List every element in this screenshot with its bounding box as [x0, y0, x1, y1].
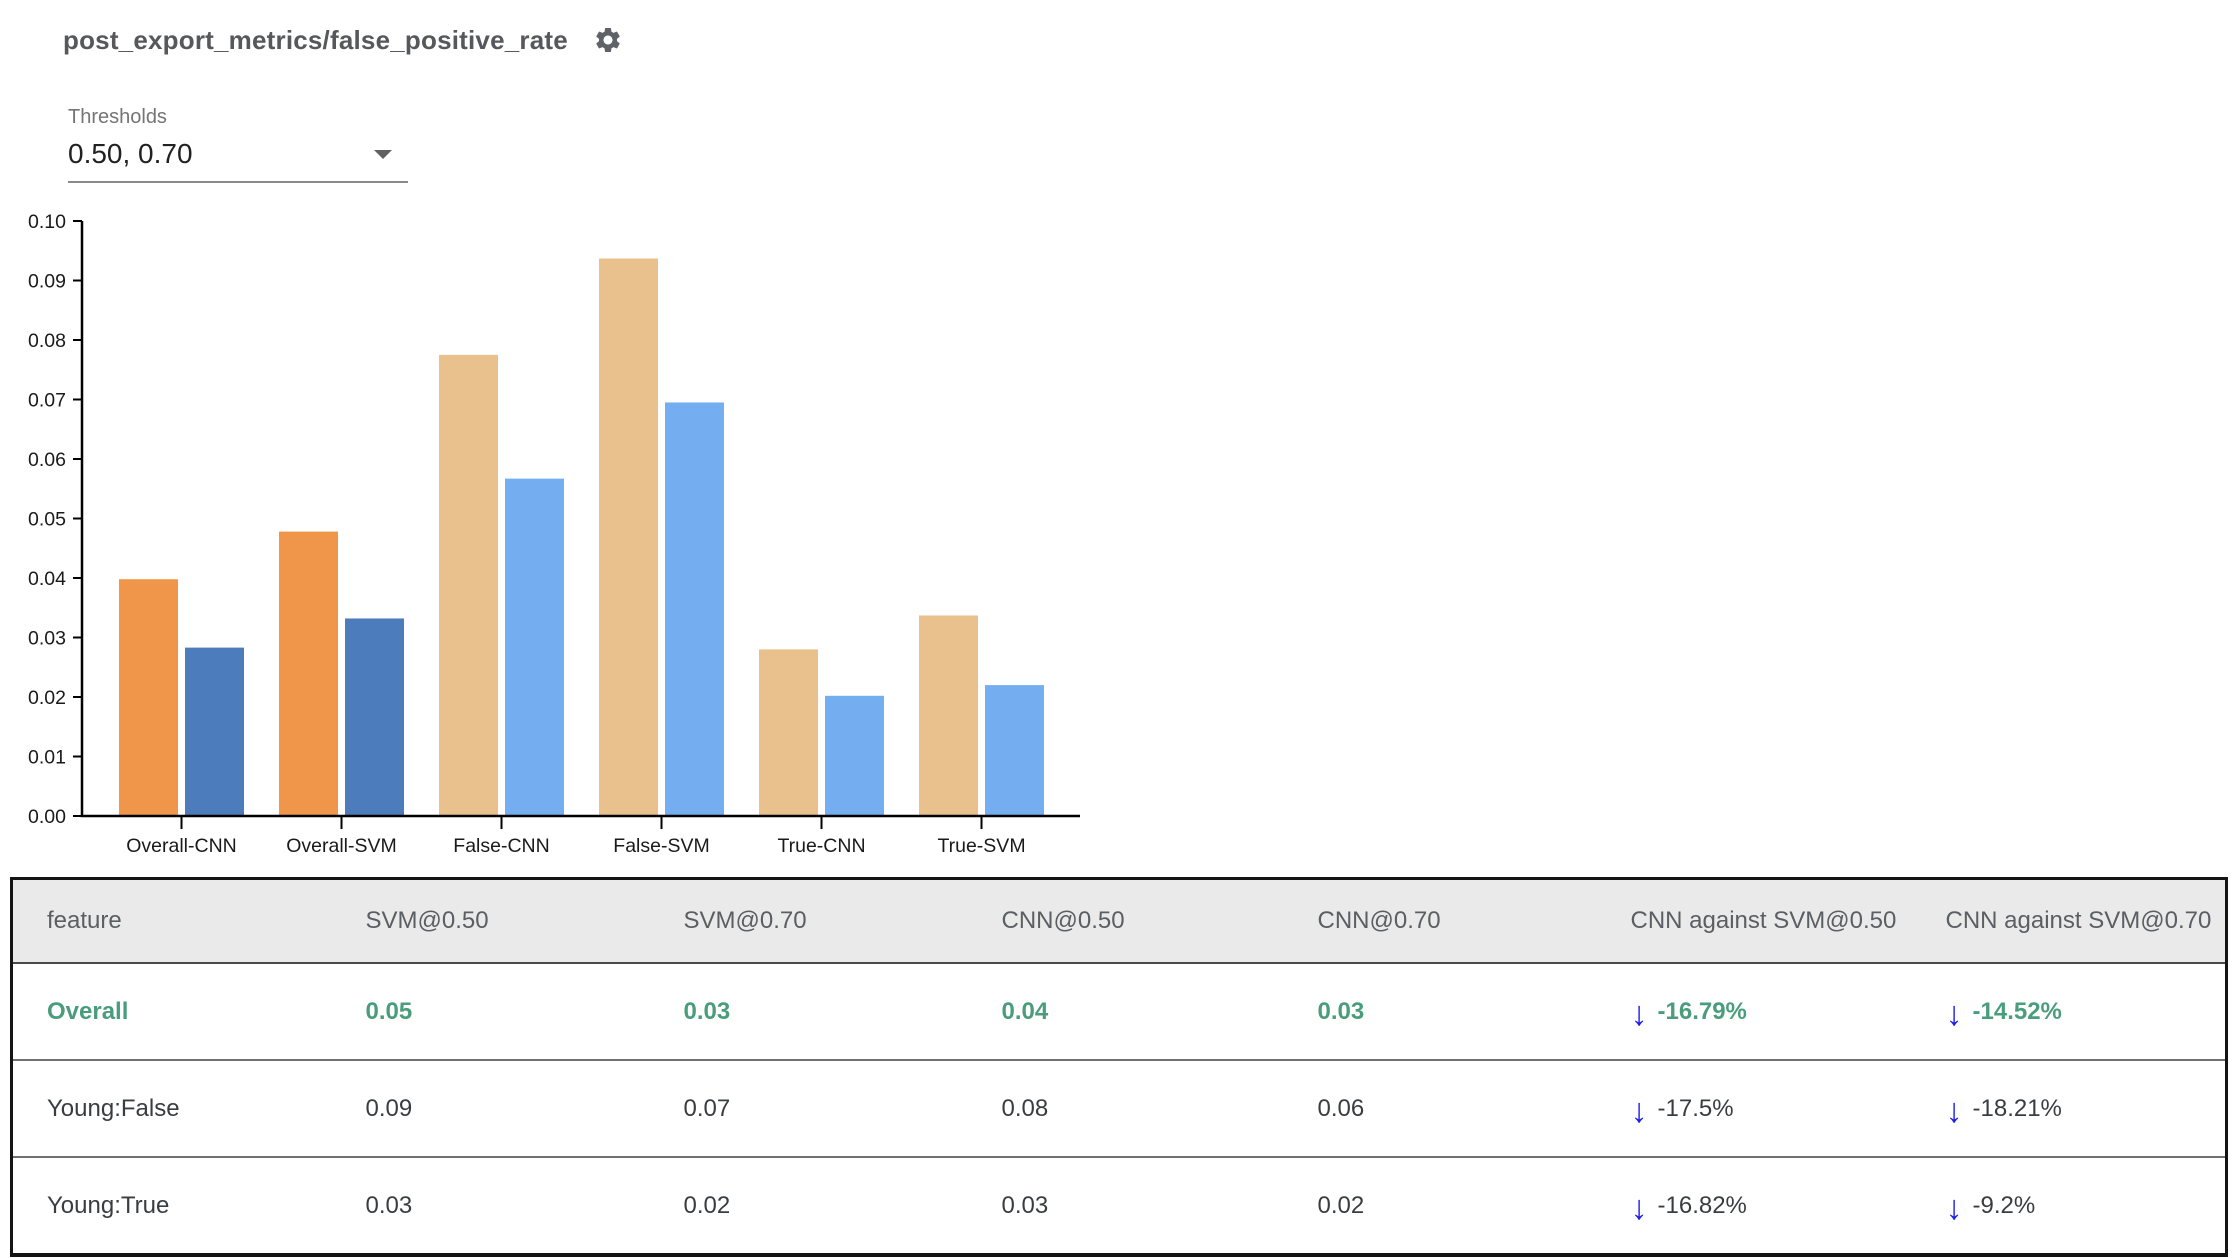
- metric-cell: 0.03: [1001, 1191, 1049, 1219]
- delta-value: -18.21%: [1972, 1094, 2062, 1122]
- metrics-table: feature SVM@0.50 SVM@0.70 CNN@0.50 CNN@0.70 C…: [10, 877, 2228, 1257]
- bar-True-SVM@0.50: [919, 615, 978, 816]
- x-axis-label: Overall-CNN: [126, 835, 237, 857]
- metric-cell: 0.06: [1317, 1060, 1631, 1158]
- feature-cell: Overall: [11, 963, 366, 1061]
- arrow-down-icon: ↓: [1945, 1188, 1963, 1227]
- bar-Overall-CNN@0.50: [119, 579, 178, 816]
- bar-False-CNN@0.70: [505, 478, 564, 816]
- column-header: SVM@0.70: [683, 878, 1002, 964]
- metric-cell: 0.05: [365, 963, 684, 1061]
- y-axis-label: 0.02: [28, 687, 66, 709]
- column-header: CNN against SVM@0.70: [1945, 878, 2227, 964]
- delta-value: -17.5%: [1657, 1094, 1734, 1122]
- arrow-down-icon: ↓: [1945, 994, 1963, 1033]
- x-axis-label: True-SVM: [937, 835, 1025, 857]
- y-axis-label: 0.04: [28, 568, 66, 590]
- metric-cell: 0.02: [683, 1191, 731, 1219]
- comparison-cell: ↓ -9.2%: [1946, 1157, 2227, 1255]
- arrow-down-icon: ↓: [1630, 1091, 1648, 1130]
- bar-chart: Overall-CNN Overall-SVM False-CNN False-SVM…: [28, 211, 1080, 857]
- chevron-down-icon: [374, 149, 392, 159]
- metric-cell: 0.03: [1317, 963, 1631, 1061]
- bar-False-SVM@0.70: [665, 402, 724, 816]
- comparison-cell: ↓ -14.52%: [1945, 963, 2227, 1061]
- column-header: CNN@0.70: [1317, 878, 1631, 964]
- comparison-cell: ↓ -16.82%: [1631, 1157, 1946, 1255]
- delta-value: -9.2%: [1972, 1191, 2036, 1219]
- thresholds-select[interactable]: 0.50, 0.70: [68, 138, 408, 183]
- thresholds-value: 0.50, 0.70: [68, 138, 193, 169]
- thresholds-dropdown: Thresholds 0.50, 0.70: [68, 106, 408, 183]
- bar-False-SVM@0.50: [599, 258, 658, 816]
- thresholds-label: Thresholds: [68, 106, 167, 128]
- bar-True-CNN@0.50: [759, 649, 818, 816]
- table-header-row: feature SVM@0.50 SVM@0.70 CNN@0.50 CNN@0.70 C…: [11, 878, 2227, 964]
- y-axis-label: 0.03: [28, 628, 66, 650]
- feature-cell: Young:False: [11, 1060, 366, 1158]
- table-row: Young:False 0.09 0.07 0.08 0.06 ↓ -17.5% ↓ -18.2…: [11, 1060, 2227, 1158]
- column-header: feature: [11, 878, 366, 964]
- bar-True-SVM@0.70: [985, 685, 1044, 816]
- comparison-cell: ↓ -17.5%: [1630, 1060, 1946, 1158]
- bar-Overall-SVM@0.50: [279, 531, 338, 816]
- y-axis-label: 0.08: [28, 330, 66, 352]
- x-axis-label: False-CNN: [453, 835, 549, 857]
- metric-cell: 0.07: [683, 1060, 1002, 1158]
- feature-cell: Young:True: [47, 1191, 170, 1219]
- bar-True-CNN@0.70: [825, 695, 884, 816]
- arrow-down-icon: ↓: [1630, 1188, 1648, 1227]
- bar-Overall-CNN@0.70: [185, 647, 244, 816]
- metric-cell: 0.03: [683, 963, 1002, 1061]
- page-title: post_export_metrics/false_positive_rate: [63, 24, 568, 55]
- delta-value: -14.52%: [1972, 997, 2062, 1025]
- column-header: SVM@0.50: [365, 878, 684, 964]
- y-axis-label: 0.05: [28, 509, 66, 531]
- metric-cell: 0.03: [365, 1191, 413, 1219]
- bar-False-CNN@0.50: [439, 354, 498, 816]
- x-axis-label: Overall-SVM: [286, 835, 397, 857]
- y-axis-label: 0.09: [28, 271, 66, 293]
- comparison-cell: ↓ -18.21%: [1945, 1060, 2227, 1158]
- y-axis-label: 0.01: [28, 747, 66, 769]
- table-row: Young:True 0.03 0.02 0.03 0.02 ↓ -16.82% ↓ -9.2%: [12, 1157, 2227, 1255]
- metric-header: post_export_metrics/false_positive_rate: [63, 24, 624, 56]
- y-axis-label: 0.07: [28, 390, 66, 412]
- arrow-down-icon: ↓: [1945, 1091, 1963, 1130]
- x-axis-label: False-SVM: [613, 835, 709, 857]
- column-header: CNN@0.50: [1001, 878, 1318, 964]
- x-axis-label: True-CNN: [777, 835, 865, 857]
- settings-button[interactable]: [592, 24, 624, 56]
- y-axis-label: 0.00: [28, 806, 66, 828]
- y-axis-label: 0.10: [28, 211, 66, 233]
- table-row: Overall 0.05 0.03 0.04 0.03 ↓ -16.79% ↓ -14.52%: [11, 963, 2227, 1061]
- arrow-down-icon: ↓: [1630, 994, 1648, 1033]
- metric-cell: 0.08: [1001, 1060, 1318, 1158]
- delta-value: -16.82%: [1657, 1191, 1747, 1219]
- metric-cell: 0.04: [1001, 963, 1318, 1061]
- metric-cell: 0.02: [1317, 1191, 1365, 1219]
- delta-value: -16.79%: [1657, 997, 1747, 1025]
- gear-icon: [596, 28, 620, 52]
- bar-Overall-SVM@0.70: [345, 618, 404, 816]
- y-axis-label: 0.06: [28, 449, 66, 471]
- column-header: CNN against SVM@0.50: [1630, 878, 1946, 964]
- comparison-cell: ↓ -16.79%: [1630, 963, 1946, 1061]
- metric-cell: 0.09: [365, 1060, 684, 1158]
